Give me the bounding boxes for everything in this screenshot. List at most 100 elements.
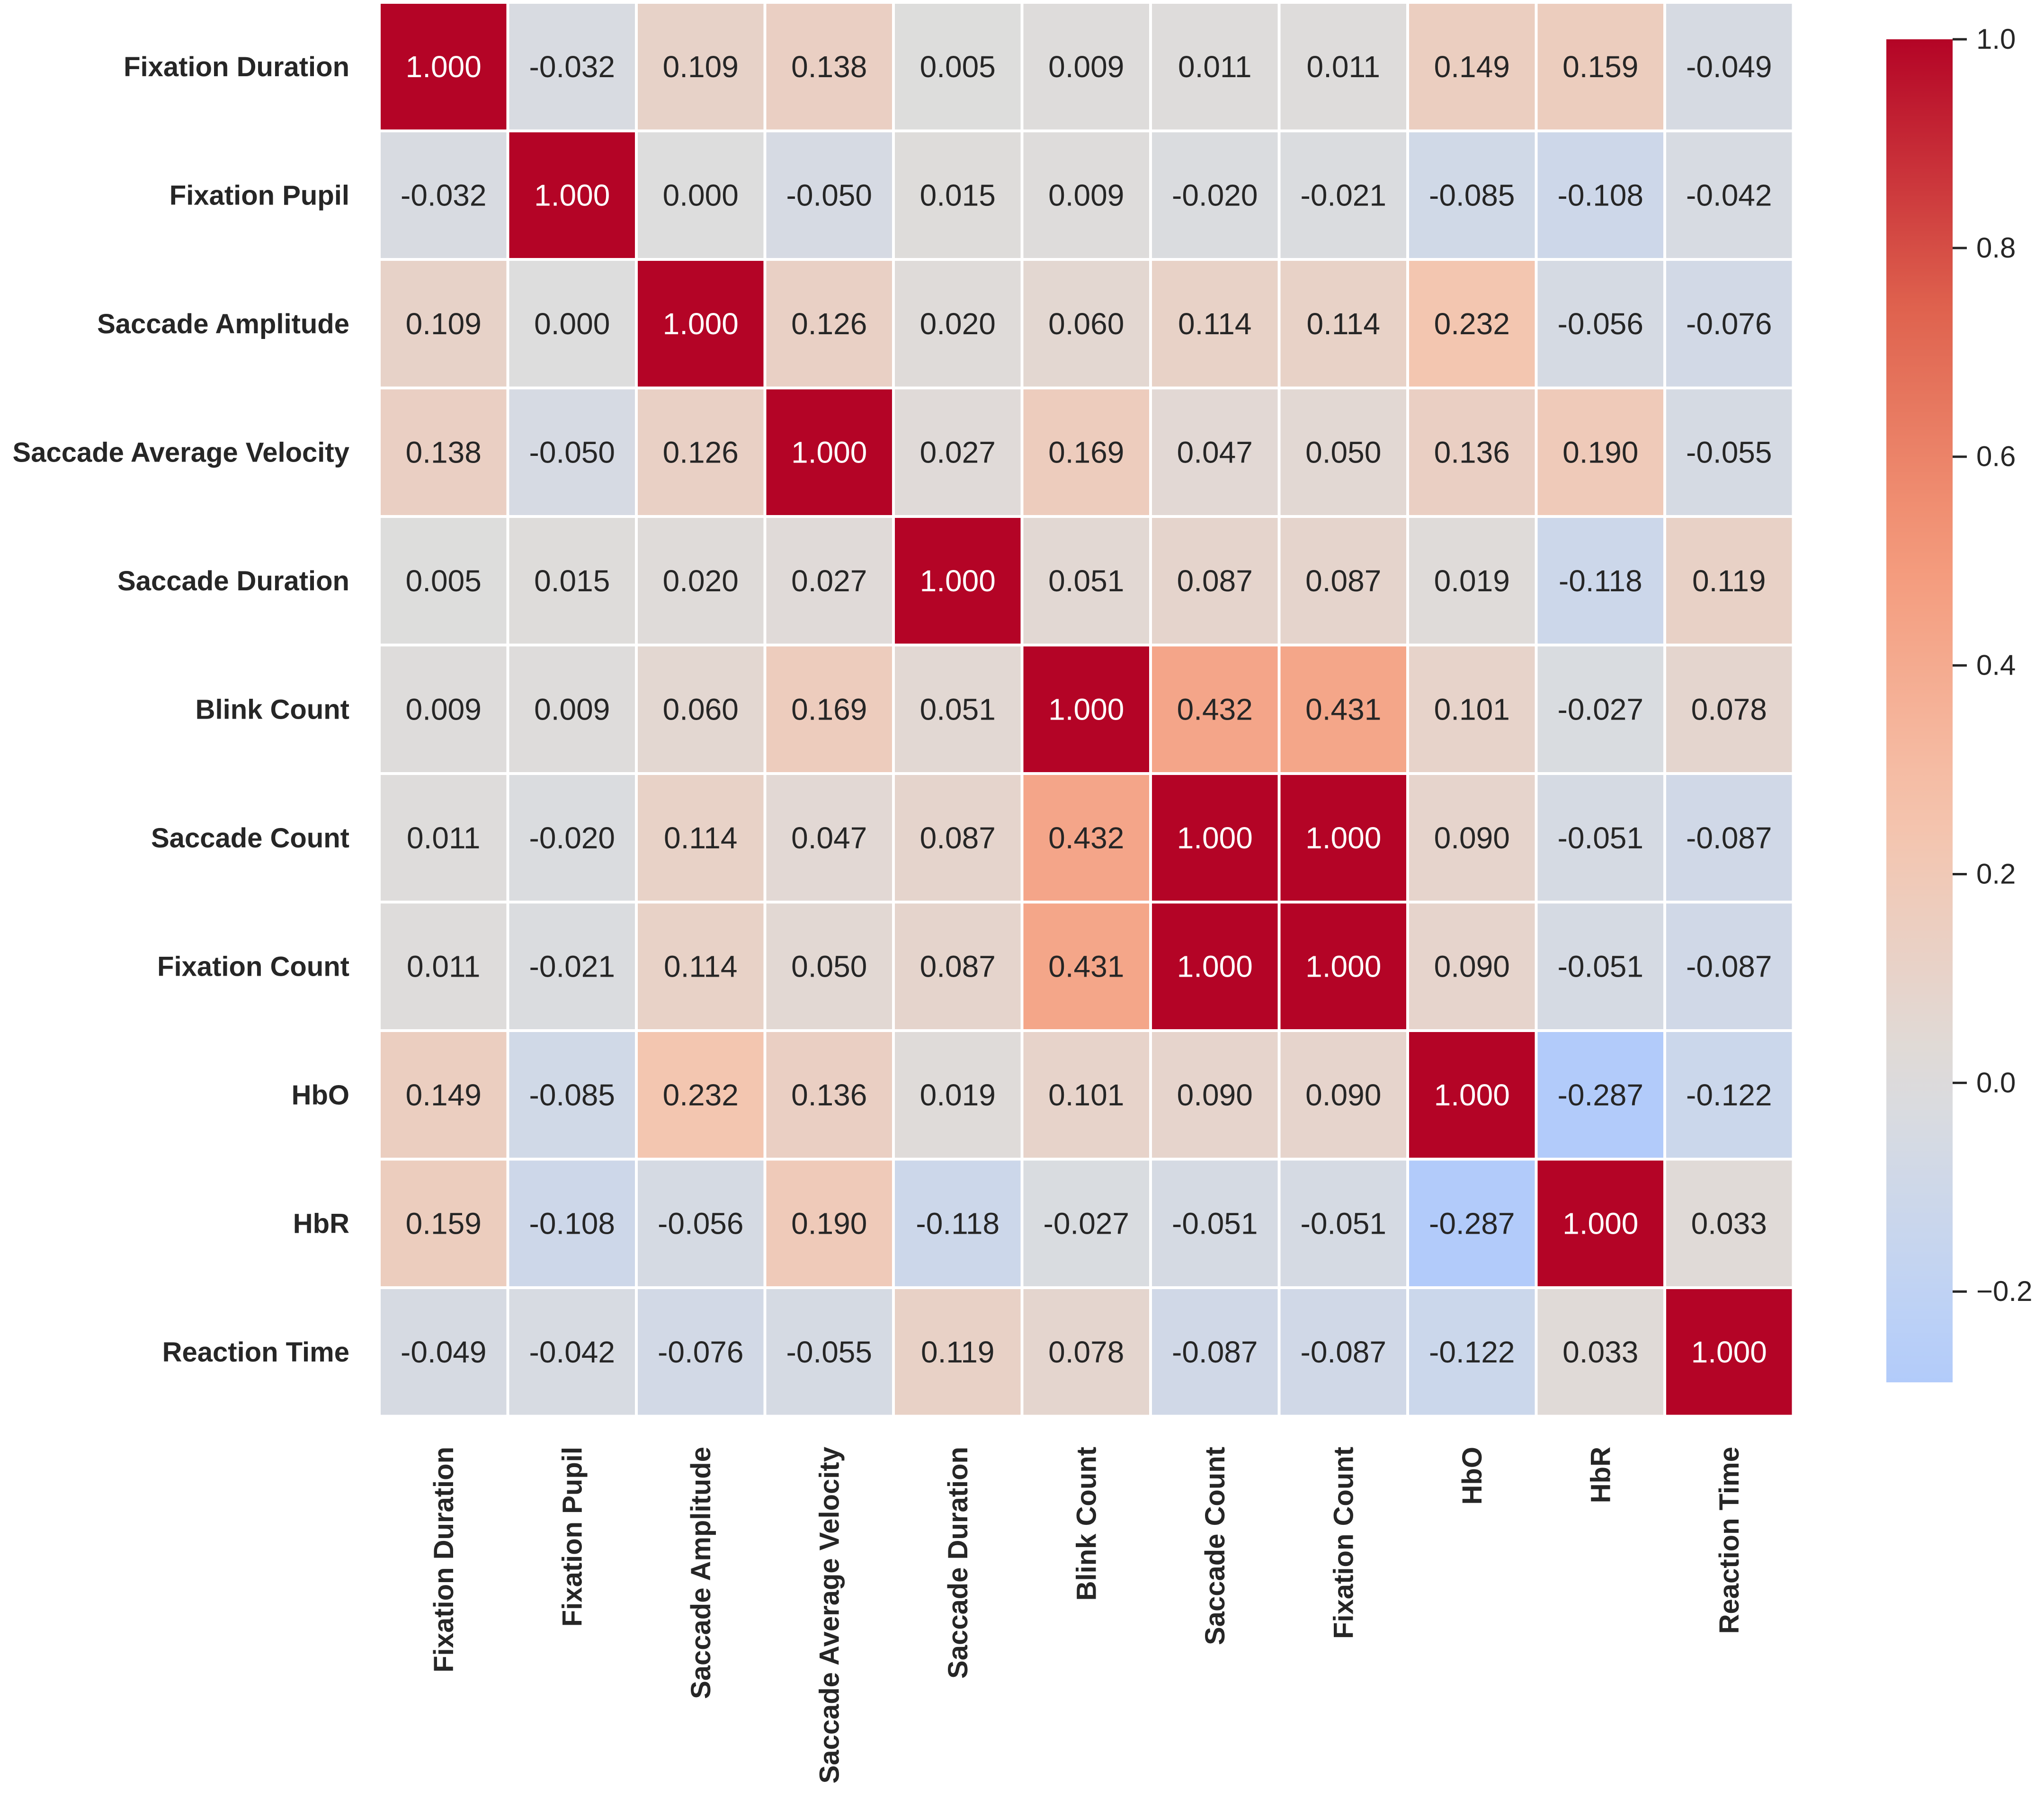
cell-rect	[763, 900, 895, 1032]
heatmap-cell: 0.126	[763, 258, 895, 390]
cell-value: -0.051	[1172, 1206, 1258, 1240]
cell-value: 0.078	[1048, 1335, 1124, 1369]
heatmap-cell: 0.011	[1149, 1, 1281, 133]
cell-value: 0.020	[663, 564, 739, 598]
cell-value: -0.085	[1429, 178, 1515, 212]
cell-rect	[1020, 1, 1152, 133]
heatmap-cell: 0.051	[1020, 515, 1152, 647]
colorbar-tick-label: 0.0	[1976, 1067, 2016, 1098]
cell-rect	[1663, 258, 1795, 390]
cell-rect	[378, 1029, 509, 1161]
colorbar-tick-label: 0.2	[1976, 858, 2016, 890]
cell-rect	[1663, 900, 1795, 1032]
heatmap-cell: -0.122	[1663, 1029, 1795, 1161]
heatmap-cell: -0.108	[506, 1157, 638, 1289]
cell-rect	[1277, 1286, 1409, 1418]
x-tick-label: Saccade Count	[1200, 1447, 1231, 1645]
cell-rect	[892, 258, 1024, 390]
colorbar-tick-label: 0.8	[1976, 232, 2016, 264]
cell-rect	[1406, 515, 1538, 647]
cell-rect	[1535, 386, 1666, 518]
heatmap-cell: -0.055	[1663, 386, 1795, 518]
cell-value: 0.432	[1048, 821, 1124, 855]
cell-value: 0.047	[791, 821, 867, 855]
heatmap-cell: -0.108	[1535, 129, 1666, 261]
heatmap-cell: -0.085	[506, 1029, 638, 1161]
cell-rect	[1020, 1157, 1152, 1289]
heatmap-cell: 0.009	[1020, 1, 1152, 133]
cell-value: 0.011	[407, 949, 480, 983]
cell-rect	[378, 515, 509, 647]
cell-rect	[1406, 258, 1538, 390]
cell-rect	[1020, 1286, 1152, 1418]
cell-rect	[1149, 129, 1281, 261]
cell-value: 0.109	[406, 307, 482, 341]
cell-value: 0.432	[1177, 692, 1253, 726]
colorbar-gradient	[1886, 39, 1953, 1382]
cell-value: 0.159	[1562, 50, 1638, 84]
cell-rect	[635, 515, 767, 647]
heatmap-cell: -0.118	[892, 1157, 1024, 1289]
heatmap-cell: 0.060	[1020, 258, 1152, 390]
heatmap-cell: -0.051	[1535, 772, 1666, 904]
heatmap-cell: 1.000	[1277, 900, 1409, 1032]
cell-rect	[506, 1, 638, 133]
x-tick-label: Reaction Time	[1714, 1447, 1745, 1634]
cell-rect	[1406, 643, 1538, 775]
y-tick-label: Fixation Count	[157, 951, 349, 982]
cell-value: 0.000	[534, 307, 610, 341]
colorbar-tick-label: −0.2	[1976, 1275, 2032, 1307]
x-tick-label: HbO	[1457, 1447, 1488, 1504]
heatmap-cell: 0.015	[892, 129, 1024, 261]
cell-value: 0.050	[1305, 435, 1381, 469]
cell-value: -0.108	[1558, 178, 1643, 212]
heatmap-cell: -0.287	[1535, 1029, 1666, 1161]
heatmap-cell: -0.049	[1663, 1, 1795, 133]
cell-rect	[635, 386, 767, 518]
cell-value: 0.051	[920, 692, 996, 726]
heatmap-cell: 1.000	[763, 386, 895, 518]
cell-value: 0.190	[1562, 435, 1638, 469]
heatmap-cell: 0.149	[1406, 1, 1538, 133]
cell-rect	[892, 515, 1024, 647]
cell-value: 1.000	[1177, 821, 1253, 855]
heatmap-cell: -0.021	[1277, 129, 1409, 261]
colorbar-tick-label: 0.4	[1976, 650, 2016, 681]
cell-value: 0.114	[1178, 307, 1251, 341]
cell-rect	[1406, 1286, 1538, 1418]
cell-value: -0.087	[1301, 1335, 1386, 1369]
heatmap-cell: -0.051	[1149, 1157, 1281, 1289]
cell-rect	[1149, 772, 1281, 904]
cell-rect	[506, 772, 638, 904]
cell-value: -0.050	[529, 435, 615, 469]
heatmap-cell: 0.431	[1020, 900, 1152, 1032]
cell-value: 0.114	[1307, 307, 1380, 341]
cell-value: -0.027	[1044, 1206, 1129, 1240]
heatmap-cell: -0.087	[1277, 1286, 1409, 1418]
cell-rect	[1535, 129, 1666, 261]
heatmap-cell: 0.090	[1406, 900, 1538, 1032]
cell-rect	[1020, 129, 1152, 261]
heatmap-cell: 0.126	[635, 386, 767, 518]
cell-value: 0.138	[791, 50, 867, 84]
heatmap-cell: -0.118	[1535, 515, 1666, 647]
heatmap-cell: 0.101	[1020, 1029, 1152, 1161]
cell-value: 0.232	[663, 1078, 739, 1112]
cell-value: 1.000	[1305, 821, 1381, 855]
heatmap-cell: -0.032	[506, 1, 638, 133]
cell-value: 0.005	[406, 564, 482, 598]
heatmap-cell: 1.000	[1406, 1029, 1538, 1161]
cell-value: 0.431	[1305, 692, 1381, 726]
cell-value: 0.033	[1562, 1335, 1638, 1369]
heatmap-cell: -0.056	[1535, 258, 1666, 390]
cell-rect	[1020, 772, 1152, 904]
cell-rect	[1020, 258, 1152, 390]
heatmap-cell: -0.042	[1663, 129, 1795, 261]
y-tick-label: Saccade Duration	[117, 566, 349, 596]
cell-value: 1.000	[1434, 1078, 1510, 1112]
cell-value: 0.136	[791, 1078, 867, 1112]
heatmap-cells: 1.000 -0.032 0.109 0.138 0.005 0.009 0.011 0.01…	[378, 1, 1795, 1418]
heatmap-cell: -0.049	[378, 1286, 509, 1418]
heatmap-cell: 0.101	[1406, 643, 1538, 775]
cell-value: 0.149	[1434, 50, 1510, 84]
